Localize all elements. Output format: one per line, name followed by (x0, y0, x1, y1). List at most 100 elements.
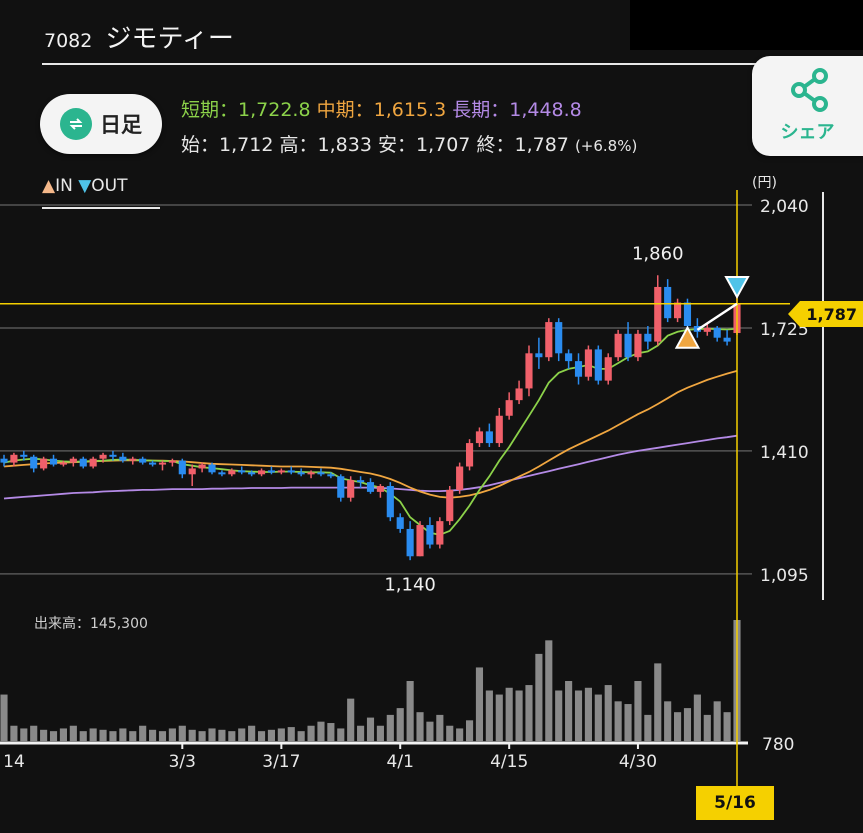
candle-body (297, 472, 305, 475)
period-toggle-button[interactable]: 日足 (40, 94, 162, 154)
candle-body (485, 431, 493, 444)
candle-body (386, 486, 394, 518)
x-tick-label: 4/15 (490, 752, 528, 772)
volume-bar (198, 731, 206, 742)
candle-body (634, 333, 642, 358)
volume-bar (555, 690, 563, 742)
candle-body (0, 458, 8, 463)
candle-body (505, 400, 513, 416)
candle-body (406, 528, 414, 557)
candle-body (208, 464, 216, 473)
moving-average-values: 短期：1,722.8 中期：1,615.3 長期：1,448.8 (181, 99, 582, 121)
candle-body (614, 333, 622, 358)
candle-body (10, 454, 18, 463)
volume-bar (109, 731, 117, 742)
volume-bar (208, 728, 216, 742)
volume-bar (158, 731, 167, 742)
candle-body (327, 474, 335, 477)
candle-body (228, 470, 236, 475)
refresh-icon (60, 108, 92, 140)
candle-body (436, 521, 444, 545)
volume-bar (475, 667, 484, 742)
volume-bar (426, 721, 434, 742)
volume-bar (535, 653, 543, 742)
candle-body (456, 466, 464, 490)
volume-bar (218, 729, 226, 742)
chart-labels: 1,860 1,140 (384, 243, 683, 595)
x-tick-label: 3/3 (169, 752, 196, 772)
candle-body (723, 337, 731, 342)
candle-body (366, 482, 375, 492)
volume-bar (149, 729, 157, 742)
high-value: 1,833 (317, 134, 372, 156)
candle-body (30, 456, 38, 469)
volume-bar (40, 729, 48, 742)
low-annotation: 1,140 (384, 574, 436, 595)
volume-bar (20, 728, 28, 742)
candle-body (446, 489, 454, 522)
volume-bar (238, 728, 246, 742)
volume-bar (277, 728, 285, 742)
in-label: IN (55, 176, 73, 196)
volume-bar (267, 729, 276, 742)
period-label: 日足 (100, 113, 142, 137)
volume-bar (525, 685, 533, 742)
stock-title: 7082 ジモティー (44, 18, 234, 55)
volume-bar (495, 694, 503, 742)
volume-bar (376, 725, 384, 742)
candle-body (49, 458, 58, 465)
candle-body (426, 525, 434, 545)
volume-axis-label: 780 (762, 735, 794, 755)
share-button[interactable]: シェア (752, 56, 863, 156)
volume-bar (584, 687, 592, 742)
price-tick-label: 1,410 (760, 443, 809, 463)
candle-body (337, 476, 345, 498)
candle-body (703, 327, 711, 332)
volume-bar (683, 708, 692, 742)
out-triangle-icon: ▼ (78, 176, 92, 196)
ma-long-label: 長期 (452, 99, 491, 121)
volume-bar (446, 725, 454, 742)
candle-body (475, 431, 484, 444)
volume-bar (337, 728, 345, 742)
ma-long-value: 1,448.8 (509, 99, 582, 121)
volume-bar (703, 714, 711, 742)
volume-bar (297, 731, 305, 742)
volume-bar (664, 701, 672, 742)
volume-bar (465, 720, 474, 742)
ma-short-label: 短期 (181, 99, 220, 121)
open-label: 始 (181, 134, 201, 156)
volume-bar (604, 685, 612, 742)
candle-body (119, 456, 127, 461)
volume-bar (287, 727, 295, 742)
close-value: 1,787 (514, 134, 569, 156)
top-edge (0, 0, 300, 2)
price-unit-label: (円) (752, 175, 777, 191)
candle-body (574, 361, 583, 377)
candle-body (357, 480, 365, 483)
candle-body (287, 470, 295, 473)
price-tick-label: 1,725 (760, 320, 809, 340)
candle-body (109, 454, 117, 457)
candle-body (465, 443, 474, 467)
volume-bar (168, 728, 176, 742)
volume-bar (178, 725, 186, 742)
volume-bar (634, 681, 642, 742)
volume-bar (505, 687, 513, 742)
candle-body (535, 353, 543, 358)
volume-bar (416, 712, 424, 742)
volume-bar (386, 714, 394, 742)
candle-body (238, 470, 246, 473)
share-icon (791, 68, 828, 112)
trade-line (696, 302, 738, 331)
candle-body (277, 470, 285, 473)
candle-body (40, 458, 48, 469)
candle-body (158, 462, 167, 465)
candle-body (654, 286, 662, 342)
close-label: 終 (476, 134, 496, 156)
change-percent: (+6.8%) (574, 137, 638, 155)
volume-bar (515, 690, 523, 742)
candle-body (604, 357, 612, 381)
candle-body (99, 454, 107, 459)
